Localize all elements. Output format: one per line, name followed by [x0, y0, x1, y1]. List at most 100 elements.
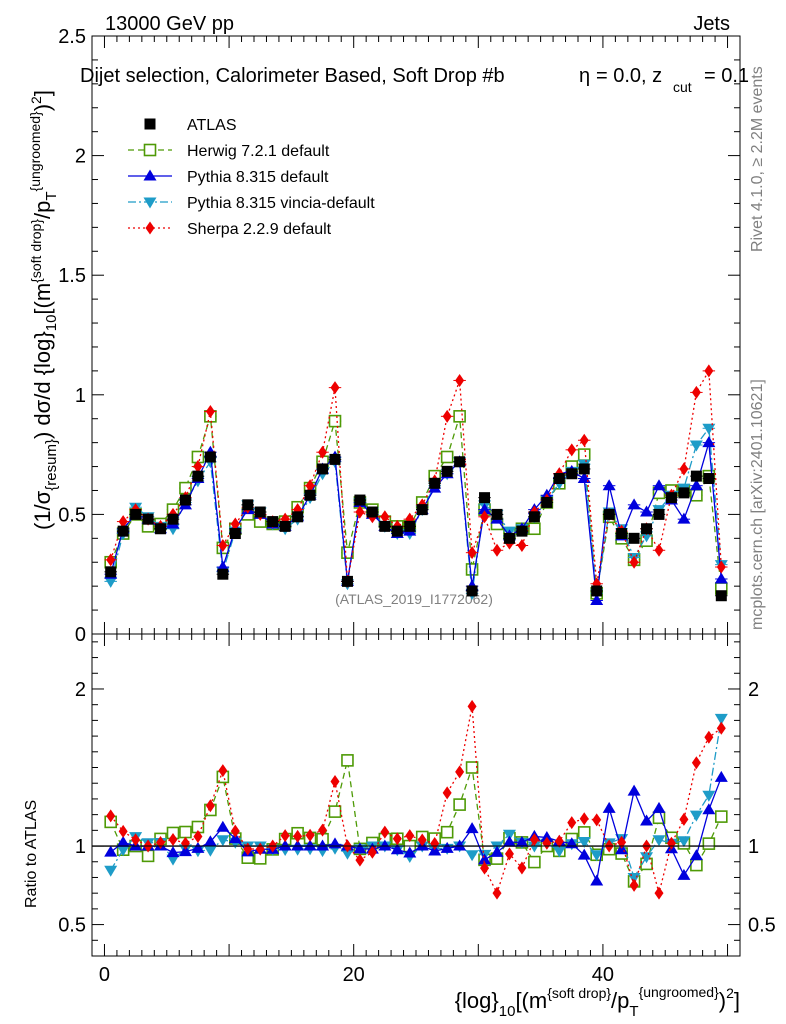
point-atlas: [366, 506, 378, 518]
ratio-y-tick-label-right: 0.5: [748, 915, 776, 937]
point-sherpa-2-2-9-default: [467, 546, 477, 560]
ratio-point-herwig-7-2-1-default: [577, 826, 591, 839]
legend-entry: Pythia 8.315 default: [128, 169, 329, 186]
ratio-point-sherpa-2-2-9-default: [455, 765, 465, 779]
ratio-point-pythia-8-315-default: [203, 835, 217, 847]
point-pythia-8-315-vincia-default: [689, 440, 703, 452]
ratio-point-sherpa-2-2-9-default: [305, 828, 315, 842]
ratio-point-pythia-8-315-default: [216, 820, 230, 832]
point-sherpa-2-2-9-default: [704, 364, 714, 378]
point-atlas: [354, 494, 366, 506]
ratio-point-pythia-8-315-vincia-default: [203, 845, 217, 857]
point-atlas: [503, 532, 515, 544]
mcplots-label: mcplots.cern.ch [arXiv:2401.10621]: [749, 379, 766, 630]
point-atlas: [541, 496, 553, 508]
ratio-point-pythia-8-315-default: [702, 803, 716, 815]
ratio-point-pythia-8-315-vincia-default: [689, 810, 703, 822]
ratio-point-pythia-8-315-default: [652, 801, 666, 813]
point-herwig-7-2-1-default: [328, 414, 342, 428]
ratio-point-sherpa-2-2-9-default: [480, 861, 490, 875]
x-tick-label: 40: [592, 964, 614, 986]
ratio-point-pythia-8-315-vincia-default: [465, 850, 479, 862]
point-herwig-7-2-1-default: [341, 546, 354, 559]
point-atlas: [304, 489, 316, 501]
ratio-point-sherpa-2-2-9-default: [629, 878, 639, 892]
ratio-point-sherpa-2-2-9-default: [330, 774, 340, 788]
point-atlas: [179, 494, 191, 506]
x-tick-label: 20: [343, 964, 365, 986]
ratio-point-pythia-8-315-vincia-default: [116, 845, 130, 857]
ratio-point-pythia-8-315-default: [689, 849, 703, 861]
ratio-y-tick-label: 2: [75, 679, 86, 701]
ratio-point-sherpa-2-2-9-default: [168, 833, 178, 847]
ratio-point-pythia-8-315-default: [515, 835, 529, 847]
ratio-point-pythia-8-315-vincia-default: [216, 835, 230, 847]
ratio-point-herwig-7-2-1-default: [528, 855, 541, 869]
point-sherpa-2-2-9-default: [118, 515, 128, 529]
ratio-point-pythia-8-315-vincia-default: [552, 846, 566, 858]
point-sherpa-2-2-9-default: [480, 510, 490, 524]
point-sherpa-2-2-9-default: [205, 405, 215, 419]
point-herwig-7-2-1-default: [528, 522, 541, 536]
point-sherpa-2-2-9-default: [517, 538, 527, 552]
main-y-tick-label: 2: [75, 146, 86, 168]
ratio-x-ticks: 0 20 40: [99, 634, 729, 986]
point-pythia-8-315-default: [702, 436, 716, 448]
point-atlas: [267, 516, 279, 528]
point-pythia-8-315-default: [652, 479, 666, 491]
main-y-tick-label: 2.5: [58, 26, 86, 48]
ratio-point-sherpa-2-2-9-default: [517, 861, 527, 875]
ratio-point-sherpa-2-2-9-default: [654, 886, 664, 900]
ratio-point-sherpa-2-2-9-default: [704, 730, 714, 744]
ratio-point-pythia-8-315-default: [714, 770, 728, 782]
ratio-point-sherpa-2-2-9-default: [679, 812, 689, 826]
point-atlas: [130, 508, 142, 520]
ratio-point-pythia-8-315-vincia-default: [652, 835, 666, 847]
zcut-subscript: cut: [673, 79, 692, 95]
point-sherpa-2-2-9-default: [318, 445, 328, 459]
main-x-ticks: [103, 36, 729, 634]
ratio-point-sherpa-2-2-9-default: [691, 756, 701, 770]
point-atlas: [653, 508, 665, 520]
ratio-y-axis: 0.5 0.5 1 1 2 2: [58, 641, 776, 941]
ratio-point-sherpa-2-2-9-default: [380, 825, 390, 839]
point-atlas: [279, 520, 291, 532]
point-pythia-8-315-default: [590, 594, 604, 606]
point-atlas: [715, 590, 727, 602]
point-pythia-8-315-default: [689, 479, 703, 491]
point-herwig-7-2-1-default: [577, 448, 591, 461]
point-sherpa-2-2-9-default: [293, 503, 303, 517]
point-sherpa-2-2-9-default: [380, 510, 390, 524]
ratio-point-pythia-8-315-default: [116, 835, 130, 847]
ratio-point-pythia-8-315-vincia-default: [702, 790, 716, 802]
point-atlas: [641, 523, 653, 535]
main-y-axis-label: (1/σ{resum}) dσ/d {log}10[(m{soft drop}/…: [27, 90, 60, 530]
point-sherpa-2-2-9-default: [442, 409, 452, 423]
legend-label: Sherpa 2.2.9 default: [187, 221, 332, 238]
point-atlas: [192, 470, 204, 482]
point-sherpa-2-2-9-default: [305, 479, 315, 493]
point-pythia-8-315-default: [677, 512, 691, 524]
ratio-point-sherpa-2-2-9-default: [392, 832, 402, 846]
point-atlas: [678, 487, 690, 499]
ratio-series-group: [92, 699, 740, 900]
point-atlas: [217, 568, 229, 580]
header-left: 13000 GeV pp: [105, 13, 234, 35]
selection-title: Dijet selection, Calorimeter Based, Soft…: [80, 65, 505, 87]
ratio-point-herwig-7-2-1-default: [702, 837, 716, 850]
ratio-point-pythia-8-315-default: [440, 841, 454, 853]
ratio-point-herwig-7-2-1-default: [465, 761, 479, 774]
ratio-point-pythia-8-315-default: [104, 845, 118, 857]
ratio-point-pythia-8-315-default: [291, 839, 305, 851]
legend-marker: [143, 143, 157, 157]
analysis-watermark: (ATLAS_2019_I1772062): [335, 591, 493, 607]
ratio-point-sherpa-2-2-9-default: [554, 834, 564, 848]
ratio-point-pythia-8-315-vincia-default: [527, 841, 541, 853]
point-pythia-8-315-default: [602, 479, 616, 491]
ratio-point-pythia-8-315-vincia-default: [104, 865, 118, 877]
ratio-point-pythia-8-315-default: [602, 801, 616, 813]
point-atlas: [391, 525, 403, 537]
ratio-point-pythia-8-315-vincia-default: [577, 836, 591, 848]
main-y-tick-label: 0: [75, 624, 86, 646]
